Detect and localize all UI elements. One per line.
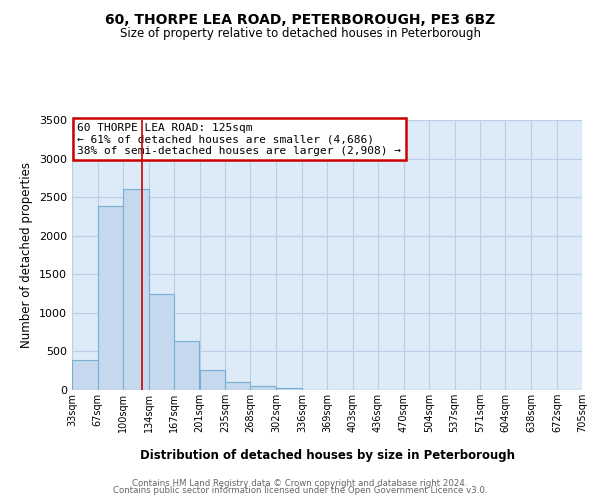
- Bar: [276, 388, 302, 390]
- Bar: [72, 360, 98, 390]
- Text: 60 THORPE LEA ROAD: 125sqm
← 61% of detached houses are smaller (4,686)
38% of s: 60 THORPE LEA ROAD: 125sqm ← 61% of deta…: [77, 122, 401, 156]
- Bar: [173, 342, 199, 390]
- Text: 60, THORPE LEA ROAD, PETERBOROUGH, PE3 6BZ: 60, THORPE LEA ROAD, PETERBOROUGH, PE3 6…: [105, 12, 495, 26]
- Text: Distribution of detached houses by size in Peterborough: Distribution of detached houses by size …: [139, 448, 515, 462]
- Text: Contains HM Land Registry data © Crown copyright and database right 2024.: Contains HM Land Registry data © Crown c…: [132, 478, 468, 488]
- Y-axis label: Number of detached properties: Number of detached properties: [20, 162, 34, 348]
- Bar: [226, 382, 250, 390]
- Bar: [199, 370, 226, 390]
- Text: Size of property relative to detached houses in Peterborough: Size of property relative to detached ho…: [119, 28, 481, 40]
- Bar: [98, 206, 123, 390]
- Bar: [149, 294, 173, 390]
- Bar: [250, 386, 276, 390]
- Text: Contains public sector information licensed under the Open Government Licence v3: Contains public sector information licen…: [113, 486, 487, 495]
- Bar: [123, 190, 149, 390]
